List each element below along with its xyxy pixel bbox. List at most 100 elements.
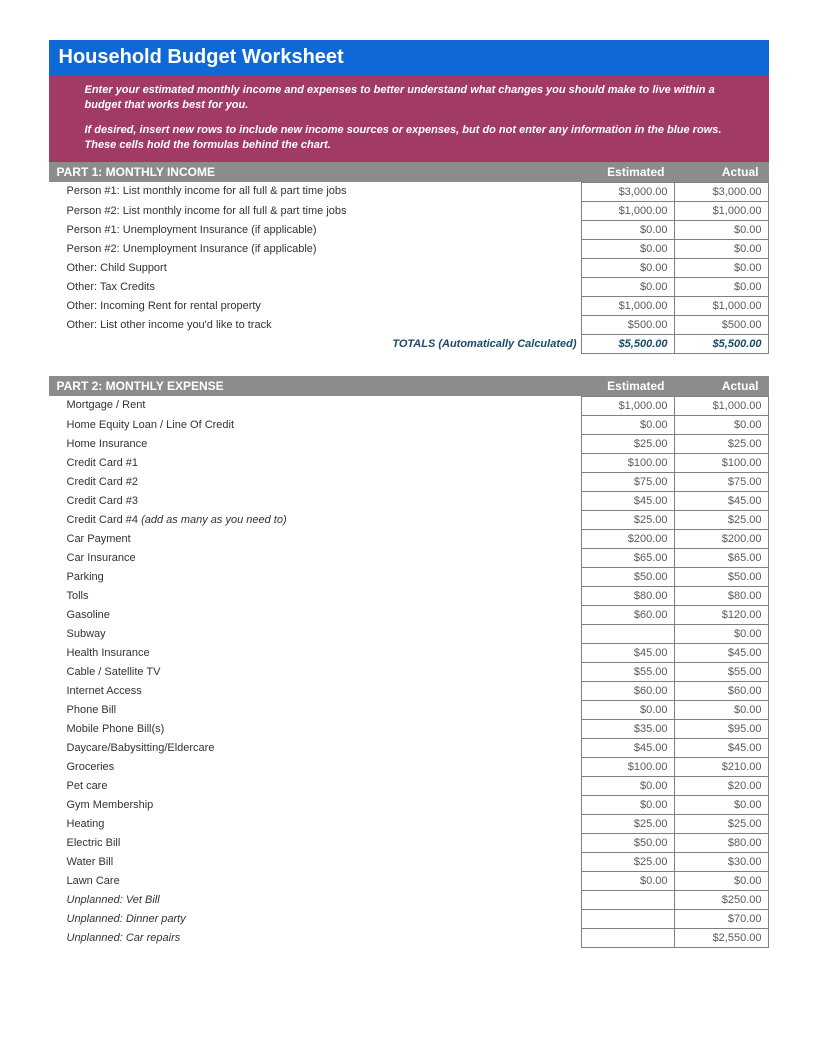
- expense-row-actual[interactable]: $80.00: [675, 587, 769, 606]
- expense-row: Heating$25.00$25.00: [49, 815, 769, 834]
- expense-row-actual[interactable]: $20.00: [675, 777, 769, 796]
- expense-row-estimated[interactable]: [581, 625, 675, 644]
- expense-row-actual[interactable]: $0.00: [675, 872, 769, 891]
- income-row-actual[interactable]: $1,000.00: [675, 297, 769, 316]
- expense-row-estimated[interactable]: $200.00: [581, 530, 675, 549]
- income-row-estimated[interactable]: $0.00: [581, 221, 675, 240]
- section-gap: [49, 354, 769, 376]
- expense-row-actual[interactable]: $0.00: [675, 701, 769, 720]
- expense-row-actual[interactable]: $250.00: [675, 891, 769, 910]
- expense-row-estimated[interactable]: $0.00: [581, 796, 675, 815]
- expense-row-actual[interactable]: $25.00: [675, 815, 769, 834]
- expense-row-estimated[interactable]: $1,000.00: [581, 396, 675, 416]
- expense-row-label: Gasoline: [49, 606, 581, 625]
- expense-row: Groceries$100.00$210.00: [49, 758, 769, 777]
- expense-row-estimated[interactable]: $45.00: [581, 644, 675, 663]
- expense-row-estimated[interactable]: $50.00: [581, 568, 675, 587]
- expense-row-actual[interactable]: $60.00: [675, 682, 769, 701]
- expense-row-actual[interactable]: $210.00: [675, 758, 769, 777]
- expense-row: Credit Card #2$75.00$75.00: [49, 473, 769, 492]
- income-row: Person #2: Unemployment Insurance (if ap…: [49, 240, 769, 259]
- expense-row-actual[interactable]: $1,000.00: [675, 396, 769, 416]
- income-row-actual[interactable]: $0.00: [675, 278, 769, 297]
- expense-row-actual[interactable]: $2,550.00: [675, 929, 769, 948]
- expense-row-estimated[interactable]: $100.00: [581, 758, 675, 777]
- expense-row: Credit Card #1$100.00$100.00: [49, 454, 769, 473]
- income-row: Person #1: Unemployment Insurance (if ap…: [49, 221, 769, 240]
- expense-row: Parking$50.00$50.00: [49, 568, 769, 587]
- expense-row: Car Payment$200.00$200.00: [49, 530, 769, 549]
- expense-row-actual[interactable]: $30.00: [675, 853, 769, 872]
- expense-row-actual[interactable]: $55.00: [675, 663, 769, 682]
- expense-row-actual[interactable]: $0.00: [675, 796, 769, 815]
- expense-row-actual[interactable]: $70.00: [675, 910, 769, 929]
- income-row-actual[interactable]: $0.00: [675, 259, 769, 278]
- expense-heading: PART 2: MONTHLY EXPENSE: [57, 379, 577, 393]
- expense-row-actual[interactable]: $75.00: [675, 473, 769, 492]
- expense-row-actual[interactable]: $45.00: [675, 739, 769, 758]
- expense-row-estimated[interactable]: $35.00: [581, 720, 675, 739]
- income-row-actual[interactable]: $500.00: [675, 316, 769, 335]
- income-row-estimated[interactable]: $0.00: [581, 278, 675, 297]
- income-row-actual[interactable]: $1,000.00: [675, 202, 769, 221]
- expense-row-estimated[interactable]: [581, 929, 675, 948]
- expense-row-estimated[interactable]: $100.00: [581, 454, 675, 473]
- income-row-estimated[interactable]: $1,000.00: [581, 297, 675, 316]
- expense-row-estimated[interactable]: $60.00: [581, 606, 675, 625]
- expense-row-estimated[interactable]: $0.00: [581, 701, 675, 720]
- income-row-label: Person #2: Unemployment Insurance (if ap…: [49, 240, 581, 259]
- expense-row-estimated[interactable]: $25.00: [581, 435, 675, 454]
- expense-row-actual[interactable]: $45.00: [675, 492, 769, 511]
- expense-row-estimated[interactable]: $25.00: [581, 853, 675, 872]
- expense-row-estimated[interactable]: $0.00: [581, 872, 675, 891]
- expense-row-estimated[interactable]: $45.00: [581, 492, 675, 511]
- expense-row-actual[interactable]: $0.00: [675, 416, 769, 435]
- expense-row-actual[interactable]: $200.00: [675, 530, 769, 549]
- expense-row-actual[interactable]: $80.00: [675, 834, 769, 853]
- expense-row-label: Pet care: [49, 777, 581, 796]
- income-row-label: Other: Child Support: [49, 259, 581, 278]
- expense-row-actual[interactable]: $0.00: [675, 625, 769, 644]
- expense-row: Mortgage / Rent$1,000.00$1,000.00: [49, 396, 769, 416]
- expense-row-actual[interactable]: $100.00: [675, 454, 769, 473]
- expense-row: Phone Bill$0.00$0.00: [49, 701, 769, 720]
- expense-row-label: Car Payment: [49, 530, 581, 549]
- expense-row-actual[interactable]: $45.00: [675, 644, 769, 663]
- expense-row-estimated[interactable]: $25.00: [581, 815, 675, 834]
- expense-row-actual[interactable]: $120.00: [675, 606, 769, 625]
- expense-row: Home Equity Loan / Line Of Credit$0.00$0…: [49, 416, 769, 435]
- income-row-actual[interactable]: $0.00: [675, 221, 769, 240]
- income-rows: Person #1: List monthly income for all f…: [49, 182, 769, 335]
- expense-row-estimated[interactable]: $0.00: [581, 416, 675, 435]
- income-row-actual[interactable]: $3,000.00: [675, 182, 769, 202]
- expense-row-estimated[interactable]: $45.00: [581, 739, 675, 758]
- expense-row-actual[interactable]: $25.00: [675, 511, 769, 530]
- expense-row-estimated[interactable]: $60.00: [581, 682, 675, 701]
- expense-row-actual[interactable]: $65.00: [675, 549, 769, 568]
- income-row-estimated[interactable]: $1,000.00: [581, 202, 675, 221]
- expense-row-estimated[interactable]: $65.00: [581, 549, 675, 568]
- expense-row-actual[interactable]: $25.00: [675, 435, 769, 454]
- income-row-actual[interactable]: $0.00: [675, 240, 769, 259]
- expense-row-estimated[interactable]: $50.00: [581, 834, 675, 853]
- expense-row-label: Home Equity Loan / Line Of Credit: [49, 416, 581, 435]
- expense-row-label: Daycare/Babysitting/Eldercare: [49, 739, 581, 758]
- income-row-estimated[interactable]: $3,000.00: [581, 182, 675, 202]
- expense-row: Home Insurance$25.00$25.00: [49, 435, 769, 454]
- income-row-estimated[interactable]: $500.00: [581, 316, 675, 335]
- expense-row-actual[interactable]: $95.00: [675, 720, 769, 739]
- expense-row-estimated[interactable]: $25.00: [581, 511, 675, 530]
- income-row-estimated[interactable]: $0.00: [581, 240, 675, 259]
- expense-row-estimated[interactable]: $55.00: [581, 663, 675, 682]
- expense-row-estimated[interactable]: [581, 910, 675, 929]
- expense-row-actual[interactable]: $50.00: [675, 568, 769, 587]
- expense-row-estimated[interactable]: [581, 891, 675, 910]
- income-row-estimated[interactable]: $0.00: [581, 259, 675, 278]
- instructions-panel: Enter your estimated monthly income and …: [49, 75, 769, 162]
- page-title: Household Budget Worksheet: [49, 40, 769, 75]
- expense-row: Unplanned: Vet Bill$250.00: [49, 891, 769, 910]
- expense-row-estimated[interactable]: $80.00: [581, 587, 675, 606]
- expense-row-estimated[interactable]: $75.00: [581, 473, 675, 492]
- expense-row: Cable / Satellite TV$55.00$55.00: [49, 663, 769, 682]
- expense-row-estimated[interactable]: $0.00: [581, 777, 675, 796]
